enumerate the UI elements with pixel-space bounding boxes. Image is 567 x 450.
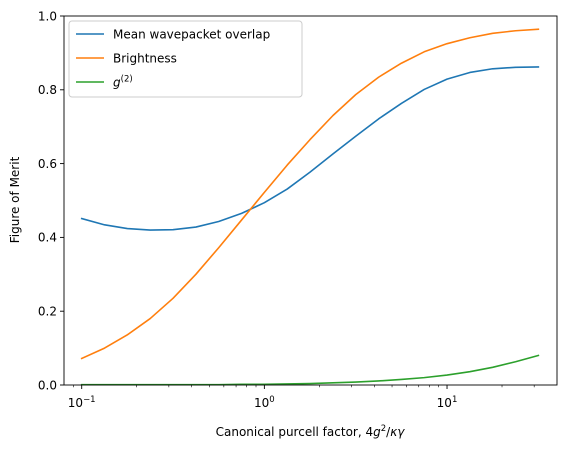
y-tick-label: 0.6 <box>38 157 57 171</box>
y-tick-label: 1.0 <box>38 9 57 23</box>
series-line-1 <box>80 66 540 231</box>
y-tick-label: 0.8 <box>38 83 57 97</box>
x-tick-label: 10−1 <box>68 395 96 410</box>
axes-frame <box>63 15 558 386</box>
y-tick-label: 0.2 <box>38 305 57 319</box>
axis-labels: Canonical purcell factor, 4g2/κγ Figure … <box>8 156 405 439</box>
x-tick-label: 100 <box>254 395 275 410</box>
legend-label-2: Brightness <box>113 52 177 66</box>
legend: Mean wavepacket overlap Brightness g(2) <box>68 20 303 98</box>
series-line-2 <box>80 28 540 360</box>
legend-label-3: g(2) <box>113 75 133 90</box>
x-axis-label: Canonical purcell factor, 4g2/κγ <box>216 424 406 439</box>
x-tick-label: 101 <box>437 395 458 410</box>
y-axis-label: Figure of Merit <box>8 156 22 243</box>
ticks: 0.0 0.2 0.4 0.6 0.8 1.0 10−1 100 101 <box>38 9 535 410</box>
y-tick-label: 0.4 <box>38 231 57 245</box>
legend-box <box>68 20 303 98</box>
axes <box>63 15 558 386</box>
legend-label-1: Mean wavepacket overlap <box>113 28 270 42</box>
y-tick-label: 0.0 <box>38 378 57 392</box>
